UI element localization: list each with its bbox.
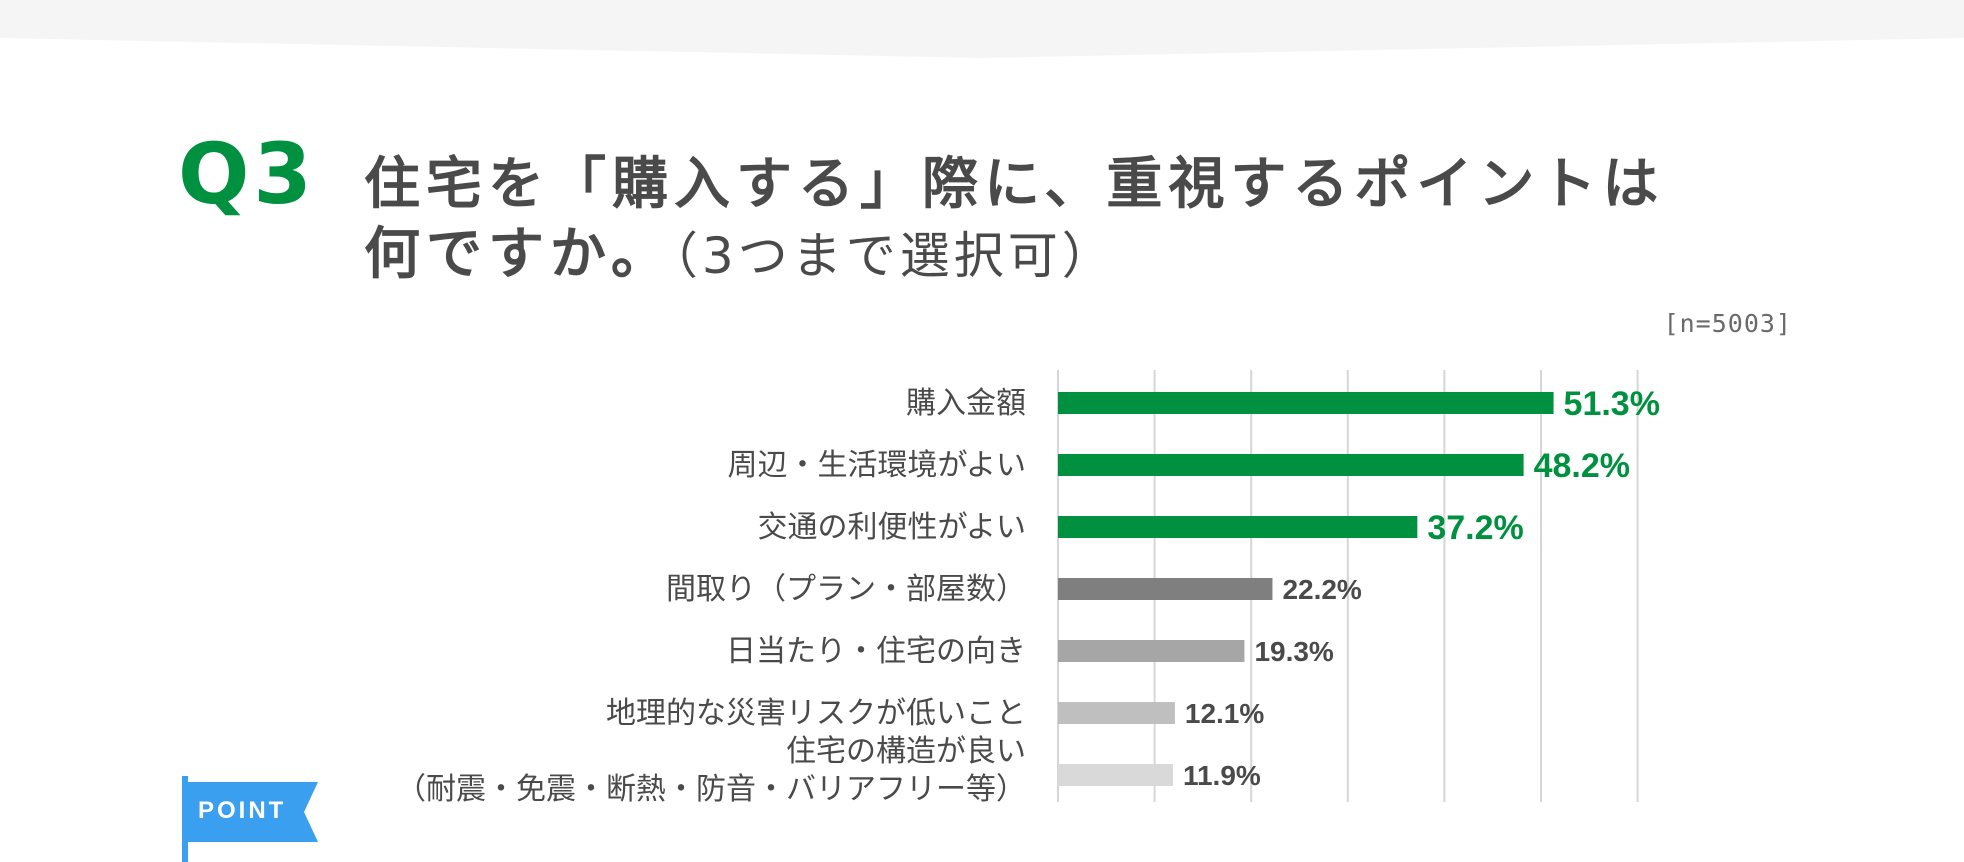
- bar: [1058, 640, 1245, 662]
- question-title: 住宅を「購入する」際に、重視するポイントは 何ですか。（3つまで選択可）: [364, 150, 1764, 291]
- bar: [1058, 454, 1524, 476]
- value-label: 12.1%: [1185, 698, 1264, 729]
- point-flag-pole: [182, 776, 188, 862]
- point-badge-label: POINT: [198, 797, 287, 824]
- question-title-note: （3つまで選択可）: [672, 227, 1116, 285]
- value-label: 11.9%: [1183, 760, 1261, 791]
- category-label: 住宅の構造が良い: [786, 734, 1026, 769]
- bar: [1058, 764, 1173, 786]
- point-flag-banner: [188, 782, 318, 842]
- value-label: 37.2%: [1427, 509, 1523, 547]
- value-label: 19.3%: [1254, 636, 1333, 667]
- question-title-line2: 何ですか。（3つまで選択可）: [364, 220, 1764, 291]
- sample-size-label: [n=5003]: [1663, 309, 1792, 338]
- category-label: 日当たり・住宅の向き: [726, 634, 1026, 669]
- question-title-line1: 住宅を「購入する」際に、重視するポイントは: [364, 152, 1665, 217]
- category-label: 地理的な災害リスクが低いこと: [606, 696, 1026, 731]
- category-label: 交通の利便性がよい: [758, 510, 1027, 545]
- question-number: Q3: [178, 125, 316, 223]
- bar: [1058, 578, 1273, 600]
- category-label: 間取り（プラン・部屋数）: [666, 572, 1026, 607]
- top-banner: [0, 0, 1964, 58]
- question-title-text: 何ですか。: [364, 222, 673, 287]
- category-label: 周辺・生活環境がよい: [728, 448, 1027, 483]
- bar: [1058, 516, 1418, 538]
- bar: [1058, 702, 1175, 724]
- value-label: 51.3%: [1564, 385, 1660, 423]
- category-label: （耐震・免震・断熱・防音・バリアフリー等）: [396, 772, 1026, 807]
- category-label: 購入金額: [906, 386, 1026, 421]
- bar: [1058, 392, 1554, 414]
- point-flag: POINT: [182, 776, 322, 862]
- value-label: 48.2%: [1534, 447, 1630, 485]
- value-label: 22.2%: [1282, 574, 1361, 605]
